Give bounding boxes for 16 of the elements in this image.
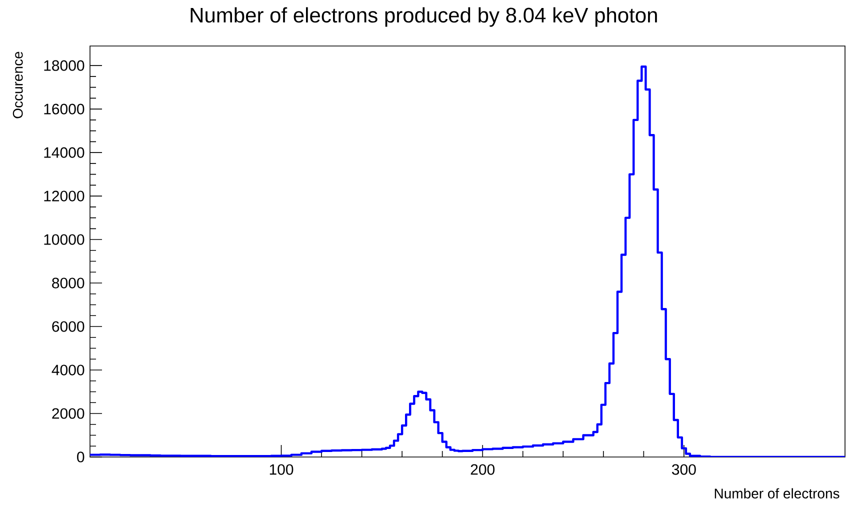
y-axis-title: Occurence <box>12 52 23 118</box>
y-tick-label: 4000 <box>52 364 84 376</box>
y-tick-label: 10000 <box>44 234 84 245</box>
y-tick-label: 12000 <box>44 190 84 202</box>
y-tick-label: 6000 <box>52 321 84 332</box>
x-tick-label: 100 <box>270 464 294 475</box>
x-tick-label: 300 <box>672 464 696 475</box>
chart-title: Number of electrons produced by 8.04 keV photon <box>190 7 657 27</box>
x-axis-title: Number of electrons <box>714 488 840 498</box>
x-tick-label: 200 <box>470 464 495 475</box>
y-tick-label: 8000 <box>52 278 84 288</box>
y-tick-label: 2000 <box>52 408 84 419</box>
y-tick-label: 0 <box>77 452 84 462</box>
y-tick-label: 16000 <box>44 104 84 114</box>
y-tick-label: 14000 <box>44 147 84 158</box>
y-tick-label: 18000 <box>44 60 84 71</box>
